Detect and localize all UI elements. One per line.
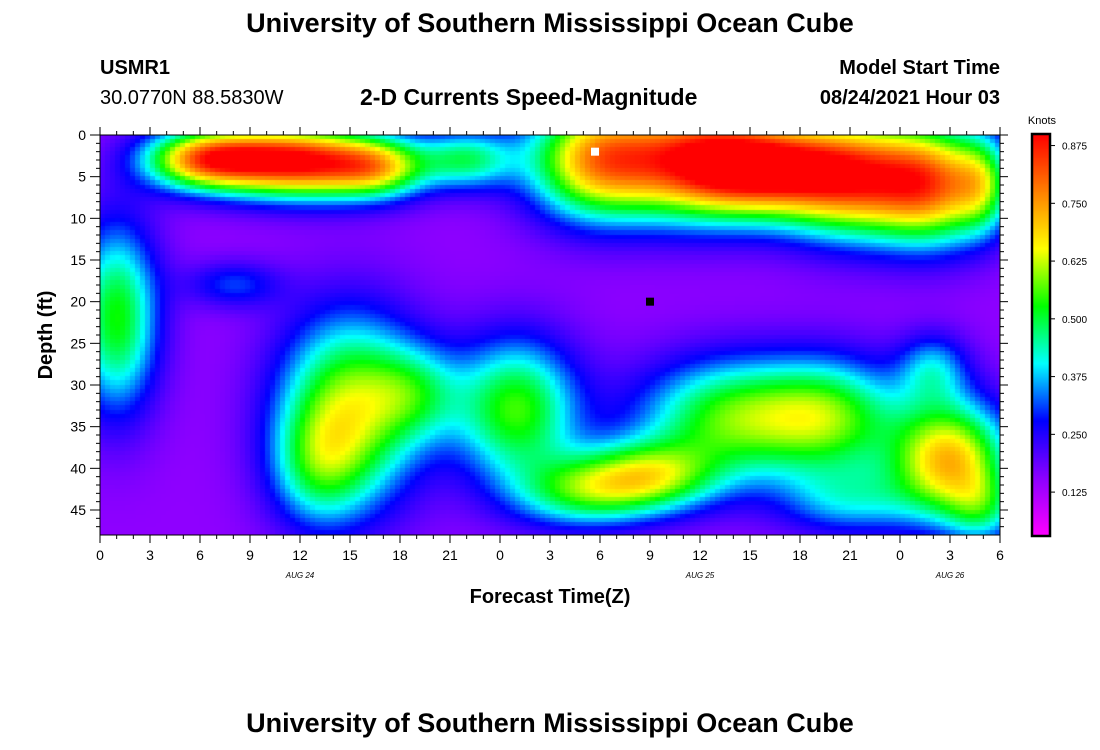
page-title: University of Southern Mississippi Ocean…	[246, 8, 854, 38]
x-tick-label: 18	[392, 547, 408, 563]
date-label: AUG 26	[935, 571, 965, 580]
y-tick-label: 0	[78, 127, 86, 143]
x-tick-label: 21	[442, 547, 458, 563]
x-tick-label: 6	[596, 547, 604, 563]
x-tick-label: 9	[646, 547, 654, 563]
date-label: AUG 24	[285, 571, 315, 580]
colorbar	[1032, 134, 1050, 536]
x-tick-label: 3	[946, 547, 954, 563]
x-tick-label: 21	[842, 547, 858, 563]
x-tick-label: 6	[196, 547, 204, 563]
x-tick-label: 15	[342, 547, 358, 563]
x-tick-label: 0	[496, 547, 504, 563]
x-tick-label: 18	[792, 547, 808, 563]
station-id: USMR1	[100, 57, 171, 79]
x-tick-label: 12	[292, 547, 308, 563]
x-tick-label: 6	[996, 547, 1004, 563]
station-coordinates: 30.0770N 88.5830W	[100, 87, 284, 109]
model-start-value: 08/24/2021 Hour 03	[819, 87, 1000, 109]
x-axis-label: Forecast Time(Z)	[470, 586, 631, 608]
colorbar-tick-label: 0.125	[1062, 488, 1087, 499]
x-tick-label: 15	[742, 547, 758, 563]
colorbar-unit: Knots	[1028, 115, 1057, 127]
colorbar-tick-label: 0.250	[1062, 430, 1087, 441]
chart-title: 2-D Currents Speed-Magnitude	[360, 84, 698, 110]
x-tick-label: 3	[546, 547, 554, 563]
y-tick-label: 10	[70, 210, 86, 226]
x-tick-label: 0	[896, 547, 904, 563]
y-tick-label: 40	[70, 460, 86, 476]
x-tick-label: 0	[96, 547, 104, 563]
x-tick-label: 3	[146, 547, 154, 563]
colorbar-tick-label: 0.625	[1062, 257, 1087, 268]
y-tick-label: 20	[70, 294, 86, 310]
footer-title: University of Southern Mississippi Ocean…	[246, 708, 854, 738]
heatmap-plot-area	[100, 135, 1000, 535]
colorbar-tick-label: 0.875	[1062, 142, 1087, 153]
y-tick-label: 30	[70, 377, 86, 393]
y-axis-label: Depth (ft)	[35, 291, 57, 380]
colorbar-tick-label: 0.750	[1062, 199, 1087, 210]
y-tick-label: 5	[78, 169, 86, 185]
marker-0	[591, 147, 599, 156]
x-tick-label: 9	[246, 547, 254, 563]
y-tick-label: 15	[70, 252, 86, 268]
y-tick-label: 35	[70, 419, 86, 435]
colorbar-tick-label: 0.375	[1062, 373, 1087, 384]
colorbar-frame	[1030, 132, 1052, 538]
x-tick-label: 12	[692, 547, 708, 563]
y-tick-label: 45	[70, 502, 86, 518]
colorbar-tick-label: 0.500	[1062, 315, 1087, 326]
y-tick-label: 25	[70, 335, 86, 351]
model-start-label: Model Start Time	[839, 57, 1000, 79]
marker-1	[646, 297, 654, 306]
date-label: AUG 25	[685, 571, 715, 580]
